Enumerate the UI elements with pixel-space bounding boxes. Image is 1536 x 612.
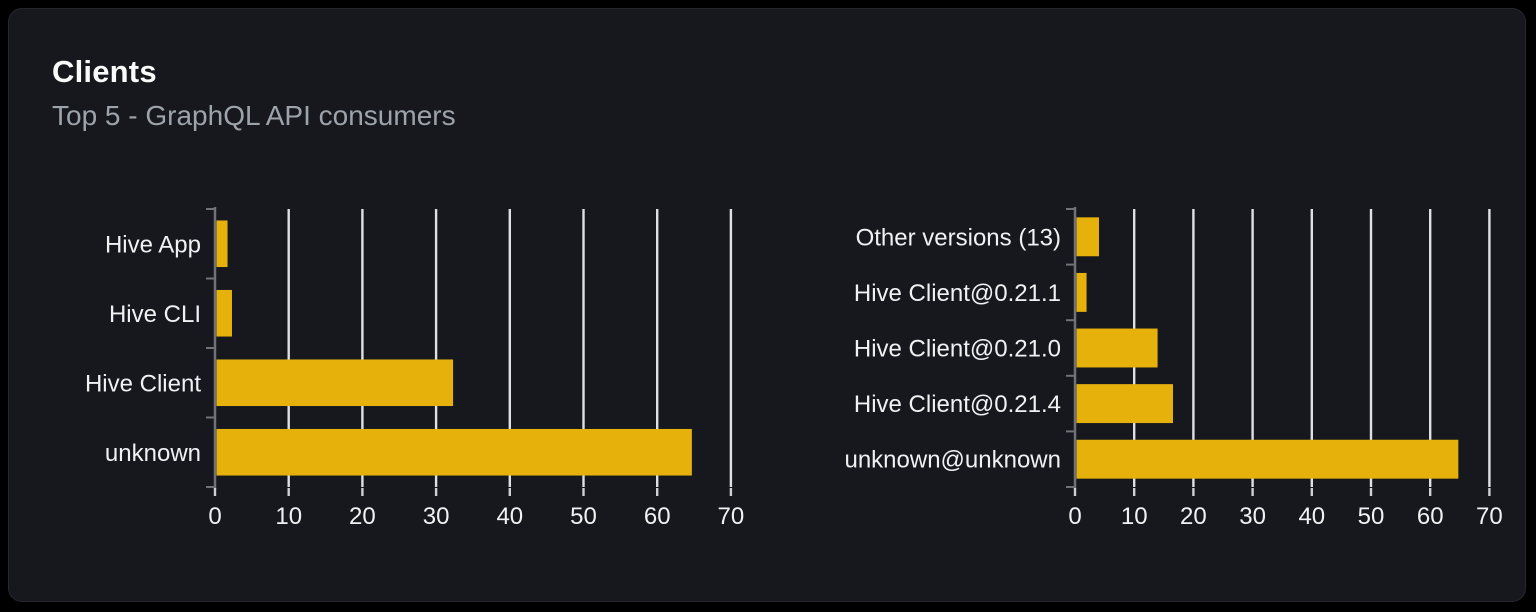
bar-hive-client[interactable]: [216, 359, 454, 407]
x-tick-label: 70: [1476, 503, 1503, 530]
x-tick-label: 60: [644, 503, 671, 530]
x-tick-label: 10: [1121, 503, 1148, 530]
category-label-hive-client: Hive Client: [85, 370, 201, 397]
bar-unknown-unknown[interactable]: [1076, 439, 1459, 479]
category-label-other-versions-13: Other versions (13): [856, 224, 1061, 251]
category-label-hive-cli: Hive CLI: [109, 301, 201, 328]
bar-hive-client-0-21-4[interactable]: [1076, 384, 1173, 424]
x-tick-label: 60: [1417, 503, 1444, 530]
category-label-hive-client-0-21-0: Hive Client@0.21.0: [854, 336, 1061, 363]
x-tick-label: 70: [718, 503, 745, 530]
category-label-hive-client-0-21-4: Hive Client@0.21.4: [854, 391, 1061, 418]
chart-clients-by-version: 0 10 20 30 40 50 60 70 Other versions (13) Hive C…: [844, 207, 1503, 530]
bar-hive-cli[interactable]: [216, 289, 232, 337]
x-tick-label: 40: [496, 503, 523, 530]
x-tick-label: 30: [423, 503, 450, 530]
x-tick-label: 20: [1180, 503, 1207, 530]
category-label-unknown: unknown: [105, 440, 201, 467]
page-title: Clients: [52, 54, 157, 89]
bar-hive-client-0-21-1[interactable]: [1076, 272, 1087, 312]
category-label-unknown-unknown: unknown@unknown: [844, 447, 1061, 474]
x-tick-label: 40: [1298, 503, 1325, 530]
card-header: Clients Top 5 - GraphQL API consumers: [52, 54, 456, 132]
x-tick-label: 20: [349, 503, 376, 530]
category-label-hive-client-0-21-1: Hive Client@0.21.1: [854, 280, 1061, 307]
bar-other-versions-13[interactable]: [1076, 217, 1099, 257]
page-subtitle: Top 5 - GraphQL API consumers: [52, 100, 456, 132]
x-tick-label: 50: [1358, 503, 1385, 530]
x-tick-label: 50: [570, 503, 597, 530]
x-tick-label: 0: [1068, 503, 1081, 530]
bar-hive-app[interactable]: [216, 220, 228, 268]
bar-hive-client-0-21-0[interactable]: [1076, 328, 1158, 368]
x-tick-label: 10: [275, 503, 302, 530]
category-label-hive-app: Hive App: [105, 231, 201, 258]
x-tick-label: 30: [1239, 503, 1266, 530]
chart-clients-by-name: 0 10 20 30 40 50 60 70 Hive App Hive CLI Hive Clie…: [85, 207, 744, 530]
x-tick-label: 0: [208, 503, 221, 530]
bar-unknown[interactable]: [216, 428, 692, 476]
clients-card: Clients Top 5 - GraphQL API consumers: [8, 8, 1526, 602]
